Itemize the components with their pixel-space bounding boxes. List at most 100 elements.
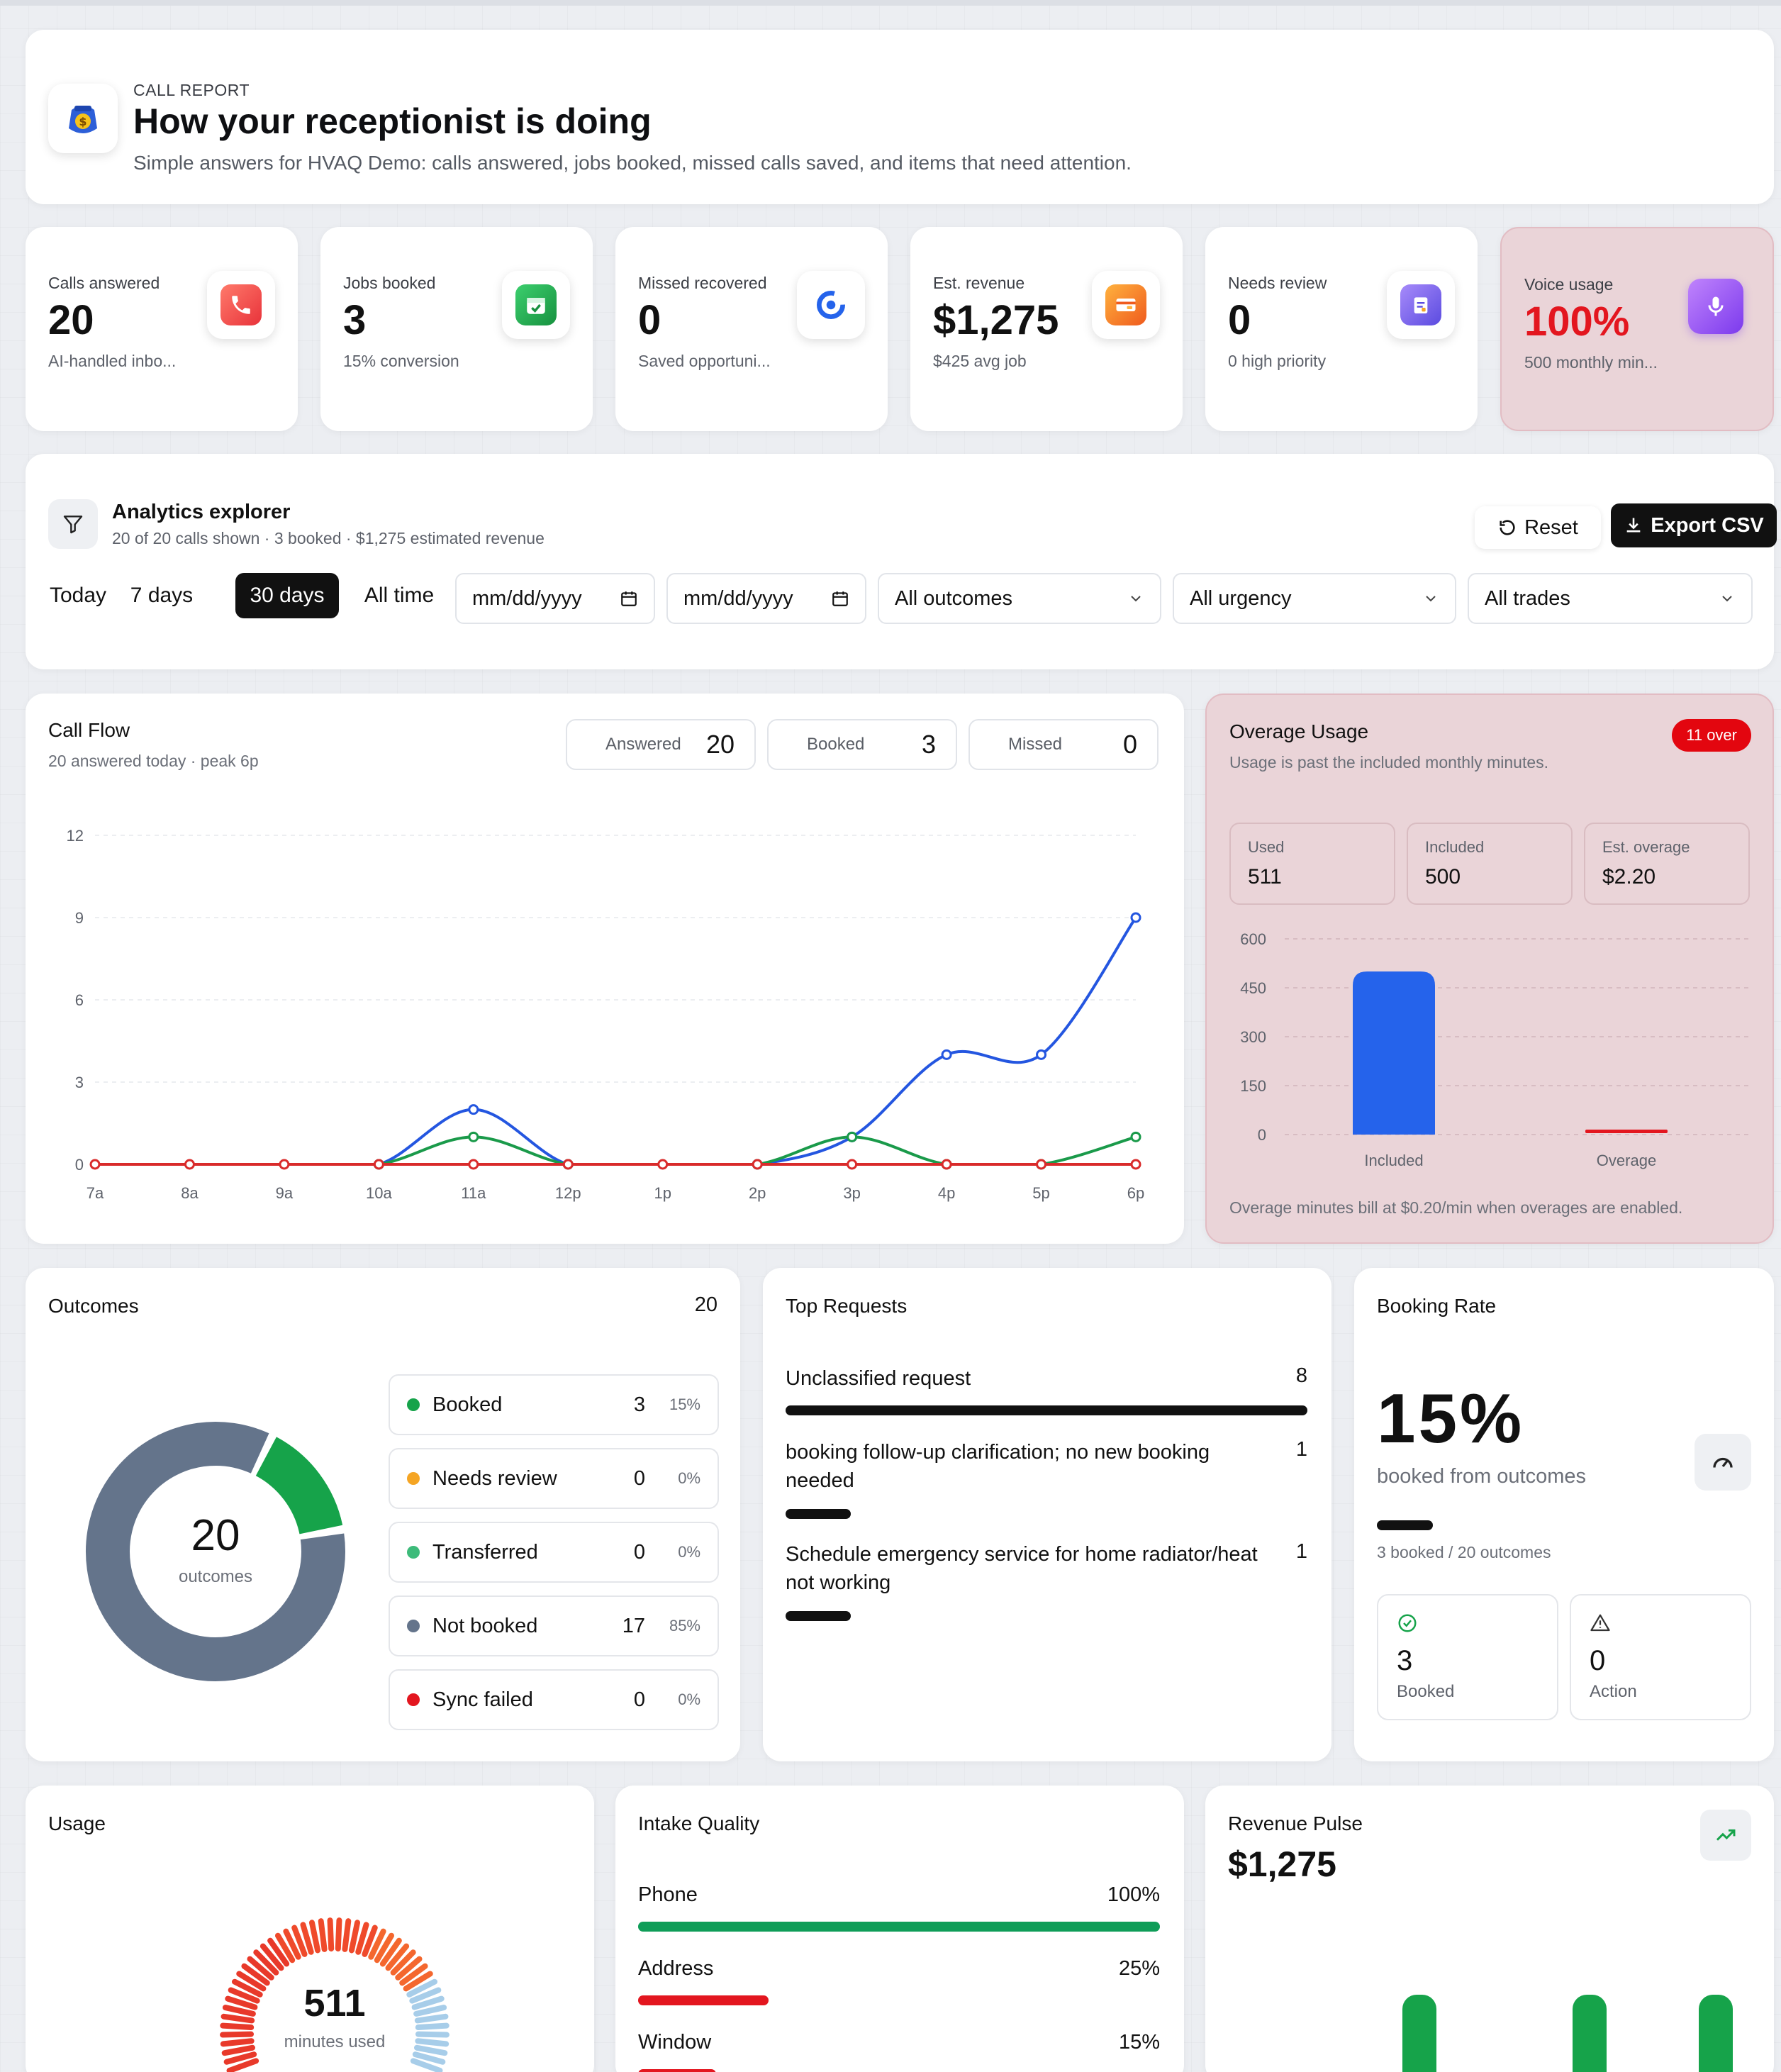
y-tick-label: 6 (75, 991, 84, 1009)
overage-subtitle: Usage is past the included monthly minut… (1229, 753, 1549, 772)
export-csv-button[interactable]: Export CSV (1611, 503, 1777, 547)
legend-pct: 0% (678, 1543, 700, 1561)
request-item[interactable]: Unclassified request 8 (786, 1364, 1307, 1415)
usage-gauge-tick (415, 2031, 450, 2038)
urgency-select[interactable]: All urgency (1173, 573, 1456, 624)
legend-name: Booked (432, 1393, 503, 1416)
legend-sync-failed[interactable]: Sync failed 0 0% (389, 1669, 719, 1730)
stat-card-needs-review[interactable]: Needs review 0 0 high priority (1205, 227, 1478, 431)
stat-card-est-revenue[interactable]: Est. revenue $1,275 $425 avg job (910, 227, 1183, 431)
stat-subtext: 0 high priority (1228, 352, 1327, 370)
stat-card-voice-usage[interactable]: Voice usage 100% 500 monthly min... (1500, 227, 1774, 431)
filter-icon (48, 499, 98, 549)
box-value: 500 (1425, 865, 1461, 889)
request-item[interactable]: Schedule emergency service for home radi… (786, 1540, 1307, 1621)
outcomes-donut-chart (85, 1422, 345, 1681)
action-summary-box: 0 Action (1570, 1594, 1751, 1720)
legend-needs-review[interactable]: Needs review 0 0% (389, 1448, 719, 1509)
y-tick-label: 300 (1240, 1028, 1266, 1046)
usage-gauge-tick (413, 2005, 447, 2017)
request-item[interactable]: booking follow-up clarification; no new … (786, 1438, 1307, 1519)
svg-text:$: $ (79, 115, 86, 128)
outcome-select-value: All outcomes (895, 586, 1013, 610)
reset-button[interactable]: Reset (1475, 506, 1601, 549)
outcomes-total: 20 (694, 1293, 718, 1316)
usage-title: Usage (48, 1812, 106, 1834)
x-tick-label: 8a (181, 1184, 199, 1202)
stat-label: Jobs booked (343, 274, 436, 292)
stat-subtext: 15% conversion (343, 352, 459, 370)
intake-pct: 25% (1118, 1957, 1160, 1980)
request-text: Unclassified request (786, 1367, 971, 1390)
usage-gauge-tick (220, 2022, 255, 2030)
range-all-time-button[interactable]: All time (364, 584, 435, 607)
y-tick-label: 0 (1258, 1126, 1266, 1144)
trade-select[interactable]: All trades (1468, 573, 1753, 624)
outcome-select[interactable]: All outcomes (878, 573, 1161, 624)
date-from-input[interactable]: mm/dd/yyyy (455, 573, 655, 624)
x-tick-label: 1p (654, 1184, 671, 1202)
usage-gauge-tick (300, 1922, 314, 1955)
intake-bar (638, 1922, 1160, 1932)
stat-value: 0 (1228, 297, 1251, 343)
usage-gauge-tick (395, 1956, 423, 1981)
missed-data-point (373, 1159, 384, 1170)
x-tick-label: 7a (86, 1184, 104, 1202)
range-7-days-button[interactable]: 7 days (130, 584, 194, 607)
usage-gauge-tick (413, 2044, 448, 2056)
usage-gauge-tick (374, 1932, 395, 1964)
legend-count: 17 (622, 1614, 645, 1637)
stat-card-jobs-booked[interactable]: Jobs booked 3 15% conversion (320, 227, 593, 431)
explorer-summary: 20 of 20 calls shown · 3 booked · $1,275… (112, 529, 545, 547)
missed-data-point (1036, 1159, 1047, 1170)
action-summary-value: 0 (1590, 1645, 1606, 1676)
request-text: Schedule emergency service for home radi… (786, 1543, 1258, 1594)
explorer-title: Analytics explorer (112, 501, 291, 523)
legend-pct: 85% (669, 1617, 700, 1634)
trend-button[interactable] (1700, 1810, 1751, 1861)
usage-value: 511 (303, 1982, 366, 2024)
report-logo-icon: $ (48, 84, 118, 153)
calendar-check-icon (502, 271, 570, 339)
legend-booked[interactable]: Booked 3 15% (389, 1374, 719, 1435)
usage-gauge-tick (348, 1920, 361, 1954)
usage-gauge-tick (283, 1928, 301, 1960)
answered-series-line (95, 916, 1137, 1166)
stat-value: 100% (1524, 299, 1630, 345)
x-tick-label: 5p (1032, 1184, 1049, 1202)
legend-not-booked[interactable]: Not booked 17 85% (389, 1595, 719, 1656)
missed-pill: Missed 0 (968, 719, 1159, 770)
date-to-input[interactable]: mm/dd/yyyy (666, 573, 866, 624)
donut-center-label: outcomes (178, 1567, 253, 1586)
top-requests-card: Top Requests Unclassified request 8 book… (763, 1268, 1331, 1761)
intake-bar (638, 2069, 716, 2072)
refresh-icon (797, 271, 865, 339)
booked-slice (85, 1422, 345, 1681)
x-tick-label: 2p (749, 1184, 766, 1202)
range-today-button[interactable]: Today (49, 584, 107, 607)
box-label: Est. overage (1602, 838, 1690, 856)
chevron-down-icon (1131, 596, 1141, 602)
revenue-pulse-title: Revenue Pulse (1228, 1812, 1363, 1834)
usage-gauge-tick (399, 1963, 428, 1986)
chevron-down-icon (1426, 596, 1436, 602)
stat-card-missed-recovered[interactable]: Missed recovered 0 Saved opportuni... (615, 227, 888, 431)
cash-icon (1092, 271, 1160, 339)
calendar-icon (621, 591, 637, 606)
stat-card-calls-answered[interactable]: Calls answered 20 AI-handled inbo... (26, 227, 298, 431)
legend-count: 0 (633, 1466, 645, 1490)
gauge-button[interactable] (1695, 1434, 1751, 1491)
phone-icon (207, 271, 275, 339)
stat-subtext: 500 monthly min... (1524, 353, 1658, 372)
legend-transferred[interactable]: Transferred 0 0% (389, 1522, 719, 1583)
usage-gauge-tick (225, 1995, 258, 2010)
booked-data-point (468, 1131, 479, 1142)
request-count: 1 (1295, 1438, 1307, 1461)
y-tick-label: 450 (1240, 979, 1266, 997)
booking-rate-value: 15% (1377, 1379, 1525, 1457)
range-30-days-button[interactable]: 30 days (235, 573, 339, 618)
clipboard-icon (1387, 271, 1455, 339)
usage-gauge-tick (355, 1922, 369, 1955)
x-tick-label: 4p (938, 1184, 955, 1202)
usage-gauge-tick (274, 1932, 296, 1964)
